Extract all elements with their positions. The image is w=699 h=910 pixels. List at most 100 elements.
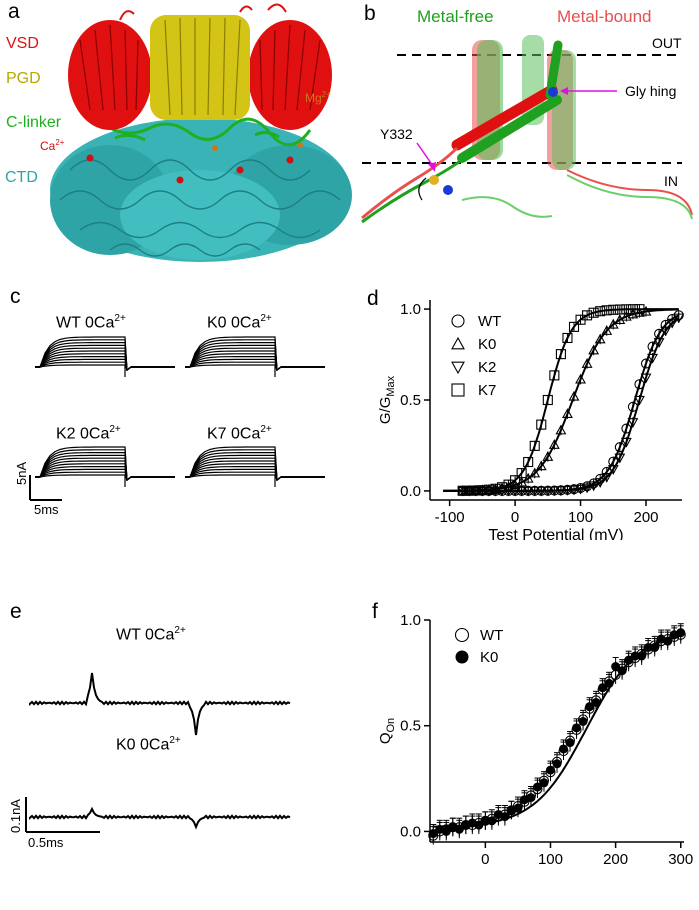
data-point-k0 bbox=[663, 636, 673, 646]
data-point-k2 bbox=[627, 418, 639, 428]
data-point-k2 bbox=[575, 484, 586, 495]
current-trace bbox=[35, 356, 175, 372]
data-point-k7 bbox=[470, 485, 481, 496]
x-tick-label: 300 bbox=[668, 851, 693, 868]
x-tick-label: -100 bbox=[435, 509, 465, 526]
data-point-k2 bbox=[673, 313, 685, 324]
scale-bar-x-label: 5ms bbox=[34, 502, 59, 517]
current-trace bbox=[185, 350, 325, 372]
qv-fit-curve bbox=[433, 634, 681, 828]
data-point-k0 bbox=[598, 683, 608, 693]
current-trace bbox=[185, 454, 325, 482]
panel-d-gv-chart: -100 0 100 200 0.0 0.5 1.0 Test Potential (mV) G… bbox=[350, 280, 699, 544]
data-point-k7 bbox=[523, 456, 534, 468]
gating-scale-y-label: 0.1nA bbox=[8, 799, 23, 833]
current-trace bbox=[35, 358, 175, 372]
current-trace bbox=[35, 457, 175, 482]
data-point-k7 bbox=[490, 483, 501, 494]
current-trace bbox=[185, 452, 325, 482]
data-point-k0 bbox=[565, 738, 575, 748]
data-point-k0 bbox=[555, 424, 567, 435]
y332-label: Y332 bbox=[380, 126, 413, 142]
data-point-k2 bbox=[568, 485, 580, 496]
data-point-k7 bbox=[555, 349, 566, 360]
ca-ion-label: Ca2+ bbox=[40, 138, 65, 153]
data-point-k0 bbox=[568, 390, 580, 401]
data-point-k0 bbox=[559, 744, 569, 754]
current-trace bbox=[35, 452, 175, 482]
data-point-k7 bbox=[595, 306, 606, 317]
legend-label-k0: K0 bbox=[480, 649, 498, 666]
data-point-k7 bbox=[549, 370, 560, 381]
gating-trace-label-wt: WT 0Ca2+ bbox=[116, 625, 186, 644]
data-point-k0 bbox=[513, 803, 523, 813]
current-trace bbox=[185, 336, 325, 372]
panel-letter-f: f bbox=[372, 600, 378, 623]
data-point-k0 bbox=[601, 325, 613, 335]
legend-marker-wt bbox=[454, 627, 470, 643]
data-point-k7 bbox=[464, 485, 475, 496]
data-point-k0 bbox=[585, 702, 595, 712]
legend-label-wt: WT bbox=[478, 313, 501, 330]
current-trace bbox=[35, 449, 175, 482]
current-trace bbox=[35, 460, 175, 482]
c-linker-label: C-linker bbox=[6, 114, 62, 131]
data-point-k2 bbox=[634, 395, 645, 406]
pgd-region bbox=[150, 15, 250, 120]
data-point-k0 bbox=[552, 759, 562, 769]
data-point-k0 bbox=[620, 310, 632, 321]
data-point-k7 bbox=[621, 304, 632, 315]
y-axis-label: G/GMax bbox=[377, 375, 397, 424]
in-label: IN bbox=[664, 173, 678, 189]
data-point-k2 bbox=[640, 373, 652, 384]
data-point-k0 bbox=[578, 716, 588, 726]
current-trace bbox=[185, 358, 325, 372]
vsd-region bbox=[68, 3, 332, 130]
panel-f-qv-chart: 0 100 200 300 0.0 0.5 1.0 Test Potential (mV) QO… bbox=[350, 600, 699, 886]
current-trace bbox=[185, 342, 325, 372]
data-point-k0 bbox=[529, 467, 541, 478]
current-trace bbox=[185, 339, 325, 372]
data-point-k2 bbox=[660, 326, 672, 337]
legend-marker-k0 bbox=[455, 650, 469, 664]
data-point-k2 bbox=[653, 338, 665, 348]
data-point-k2 bbox=[620, 437, 632, 448]
current-trace bbox=[185, 356, 325, 372]
data-point-k0 bbox=[526, 793, 536, 803]
data-point-k0 bbox=[575, 373, 586, 384]
legend-marker-k7 bbox=[451, 383, 465, 397]
data-point-k0 bbox=[594, 333, 606, 344]
x-axis-label: Test Potential (mV) bbox=[488, 527, 623, 540]
data-point-k2 bbox=[542, 486, 554, 497]
current-trace bbox=[35, 454, 175, 482]
data-point-k0 bbox=[562, 408, 573, 419]
current-trace bbox=[35, 446, 175, 482]
data-point-k0 bbox=[441, 826, 451, 836]
current-trace bbox=[185, 364, 325, 371]
panel-a-structure: VSD PGD C-linker CTD Ca2+ Mg2+ bbox=[0, 0, 360, 272]
current-trace bbox=[185, 344, 325, 372]
data-point-k0 bbox=[611, 662, 621, 672]
metal-comparison-illustration: Metal-free Metal-bound OUT IN Gly hin bbox=[361, 7, 693, 224]
current-trace bbox=[35, 353, 175, 372]
data-point-k0 bbox=[617, 666, 627, 676]
c-linker-region bbox=[109, 117, 312, 147]
panel-letter-b: b bbox=[364, 2, 376, 25]
current-trace bbox=[35, 471, 175, 482]
legend-label-wt: WT bbox=[480, 627, 503, 644]
y-tick-label: 0.0 bbox=[400, 823, 421, 840]
x-tick-label: 100 bbox=[568, 509, 593, 526]
x-tick-label: 200 bbox=[633, 509, 658, 526]
channel-structure-illustration: VSD PGD C-linker CTD Ca2+ Mg2+ bbox=[5, 3, 352, 262]
data-point-k7 bbox=[542, 394, 553, 406]
current-trace bbox=[35, 466, 175, 482]
rotation-arrow bbox=[418, 177, 427, 201]
data-point-k7 bbox=[608, 304, 619, 315]
metal-free-label: Metal-free bbox=[417, 7, 494, 26]
data-point-k7 bbox=[457, 485, 468, 496]
gv-chart-svg: -100 0 100 200 0.0 0.5 1.0 Test Potential (mV) G… bbox=[377, 300, 685, 544]
current-family-2 bbox=[35, 446, 175, 487]
data-point-k0 bbox=[637, 651, 647, 661]
data-point-k0 bbox=[474, 820, 484, 830]
panel-letter-c: c bbox=[10, 285, 21, 308]
